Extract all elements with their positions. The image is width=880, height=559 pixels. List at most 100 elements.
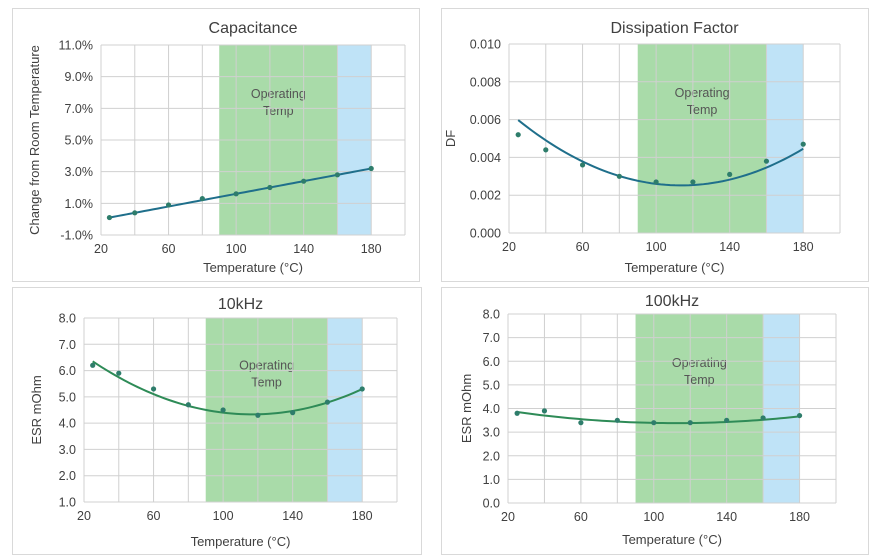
data-point (763, 158, 770, 164)
y-tick-label: 7.0% (65, 102, 94, 116)
data-point (514, 410, 520, 416)
data-point (150, 386, 157, 392)
trend-line (109, 167, 372, 219)
band-label: Operating (251, 87, 306, 101)
data-point (579, 162, 586, 168)
y-tick-label: 3.0% (65, 165, 94, 179)
chart-panel-100khz: Operating Temp 0.0 1.0 2.0 3.0 4.0 5.0 6.0 7.0 8.0… (441, 287, 869, 555)
y-axis-label: Change from Room Temperature (27, 45, 42, 235)
x-tick-label: 100 (213, 509, 234, 523)
y-tick-label: 0.006 (470, 113, 501, 127)
y-tick-label: 6.0 (59, 364, 76, 378)
data-point (220, 407, 226, 413)
chart-title: Dissipation Factor (610, 20, 739, 37)
temperature-band-operating (205, 318, 328, 502)
data-point (267, 184, 273, 191)
y-axis-label: ESR mOhm (29, 375, 44, 444)
y-tick-label: 5.0 (59, 390, 76, 404)
data-point (543, 147, 549, 153)
x-tick-label: 140 (716, 510, 737, 524)
chart-panel-dissipation-factor: Operating Temp 0.000 0.002 0.004 0.006 0.008 0.… (441, 8, 869, 282)
x-tick-label: 100 (646, 240, 667, 254)
data-point (515, 132, 521, 138)
y-tick-label: 4.0 (59, 417, 76, 431)
data-point (800, 141, 806, 147)
chart-panel-10khz: Operating Temp 1.0 2.0 3.0 4.0 5.0 6.0 7.0 8.0 20 6… (12, 287, 422, 555)
y-tick-label: 0.000 (470, 227, 501, 241)
y-tick-label: 1.0% (65, 197, 94, 211)
data-point (796, 412, 803, 419)
chart-esr-100khz: Operating Temp 0.0 1.0 2.0 3.0 4.0 5.0 6.0 7.0 8.0… (459, 293, 837, 547)
x-tick-label: 100 (643, 510, 664, 524)
y-axis-label: ESR mOhm (459, 374, 474, 443)
x-tick-label: 20 (77, 509, 91, 523)
data-point (324, 399, 331, 405)
x-tick-label: 140 (282, 509, 303, 523)
x-axis-label: Temperature (°C) (191, 534, 291, 549)
data-point (116, 370, 122, 376)
y-tick-label: 8.0 (483, 308, 500, 322)
data-point (165, 202, 172, 208)
x-tick-label: 180 (361, 242, 382, 256)
y-tick-label: 3.0 (59, 443, 76, 457)
data-point (132, 210, 138, 216)
y-tick-label: 9.0% (65, 70, 94, 84)
y-tick-label: 8.0 (59, 312, 76, 326)
y-tick-label: 4.0 (483, 402, 500, 416)
band-label: Operating (675, 86, 730, 100)
x-axis-label: Temperature (°C) (622, 532, 722, 547)
data-point (185, 402, 191, 408)
y-tick-label: 7.0 (483, 331, 500, 345)
x-tick-label: 20 (94, 242, 108, 256)
x-tick-label: 180 (352, 509, 373, 523)
y-tick-label: 0.008 (470, 75, 501, 89)
y-tick-label: 0.002 (470, 189, 501, 203)
x-axis-label: Temperature (°C) (625, 260, 725, 275)
x-tick-label: 100 (226, 242, 247, 256)
y-tick-label: 0.010 (470, 38, 501, 52)
data-point (727, 171, 733, 178)
y-tick-label: 2.0 (59, 469, 76, 483)
y-tick-label: 6.0 (483, 355, 500, 369)
data-point (760, 415, 766, 421)
data-point (724, 417, 730, 423)
y-axis-label: DF (443, 130, 458, 147)
trend-line (516, 411, 800, 425)
data-point (616, 173, 622, 179)
x-tick-label: 60 (576, 240, 590, 254)
chart-title: 10kHz (218, 296, 263, 313)
data-point (690, 179, 696, 185)
chart-esr-10khz: Operating Temp 1.0 2.0 3.0 4.0 5.0 6.0 7.0 8.0 20 6… (29, 296, 398, 549)
chart-capacitance: Operating Temp -1.0% 1.0% 3.0% 5.0% 7.0% 9.0% 11… (27, 20, 406, 275)
y-tick-label: -1.0% (60, 229, 93, 243)
y-tick-label: 1.0 (483, 473, 500, 487)
data-point (255, 412, 261, 418)
data-point (106, 214, 113, 221)
data-point (578, 420, 584, 426)
data-point (233, 191, 239, 197)
y-tick-label: 5.0% (65, 134, 94, 148)
chart-panel-capacitance: Operating Temp -1.0% 1.0% 3.0% 5.0% 7.0% 9.0% 11… (12, 8, 420, 282)
x-tick-label: 60 (574, 510, 588, 524)
data-point (359, 386, 365, 392)
x-tick-label: 20 (502, 240, 516, 254)
y-tick-label: 7.0 (59, 338, 76, 352)
chart-title: Capacitance (209, 20, 298, 37)
x-tick-label: 140 (719, 240, 740, 254)
x-tick-label: 60 (147, 509, 161, 523)
data-point (687, 420, 693, 426)
data-point (290, 410, 296, 416)
x-tick-label: 20 (501, 510, 515, 524)
y-tick-label: 3.0 (483, 426, 500, 440)
band-label: Operating (239, 359, 294, 373)
x-tick-label: 60 (162, 242, 176, 256)
y-tick-label: 2.0 (483, 449, 500, 463)
data-point (90, 362, 96, 368)
y-tick-label: 0.0 (483, 497, 500, 511)
y-tick-label: 5.0 (483, 378, 500, 392)
data-point (301, 178, 307, 184)
trend-line (517, 119, 804, 187)
data-point (651, 420, 657, 426)
temperature-band-high (766, 44, 804, 233)
chart-title: 100kHz (645, 293, 699, 310)
